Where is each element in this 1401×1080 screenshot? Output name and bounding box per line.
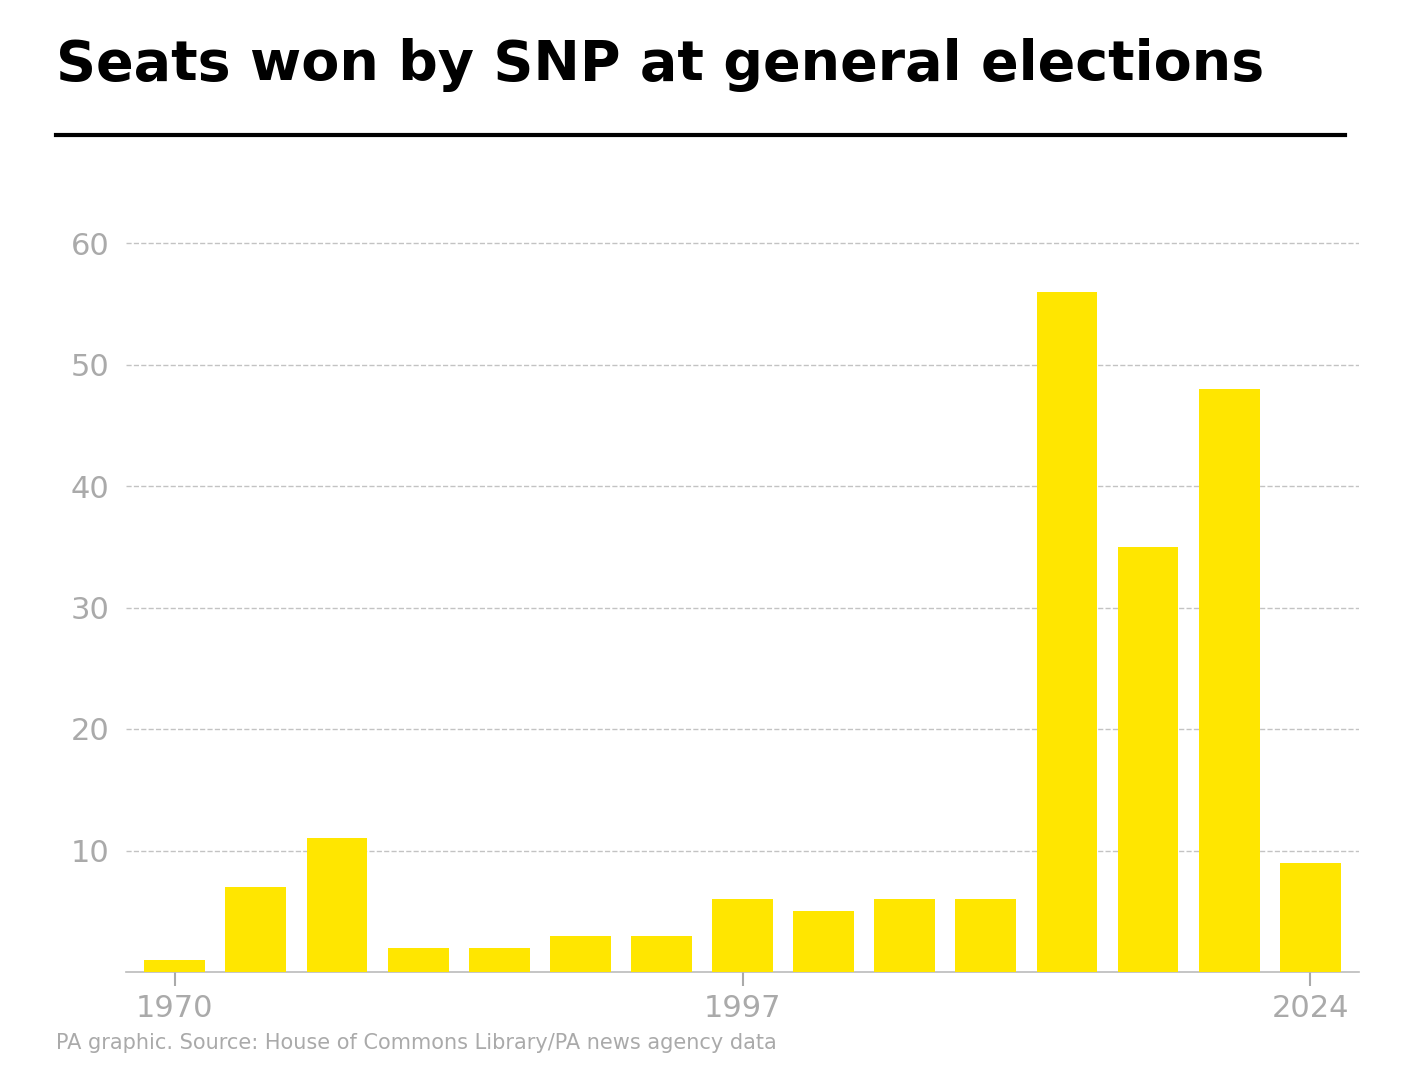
Bar [469, 948, 530, 972]
Bar [1281, 863, 1341, 972]
Bar [144, 960, 205, 972]
Bar [307, 838, 367, 972]
Bar [549, 935, 611, 972]
Text: PA graphic. Source: House of Commons Library/PA news agency data: PA graphic. Source: House of Commons Lib… [56, 1032, 776, 1053]
Text: Seats won by SNP at general elections: Seats won by SNP at general elections [56, 38, 1264, 92]
Bar [955, 899, 1016, 972]
Bar [630, 935, 692, 972]
Bar [1118, 546, 1178, 972]
Bar [1037, 292, 1097, 972]
Bar [226, 887, 286, 972]
Bar [712, 899, 773, 972]
Bar [793, 912, 855, 972]
Bar [1199, 389, 1259, 972]
Bar [388, 948, 448, 972]
Bar [874, 899, 936, 972]
